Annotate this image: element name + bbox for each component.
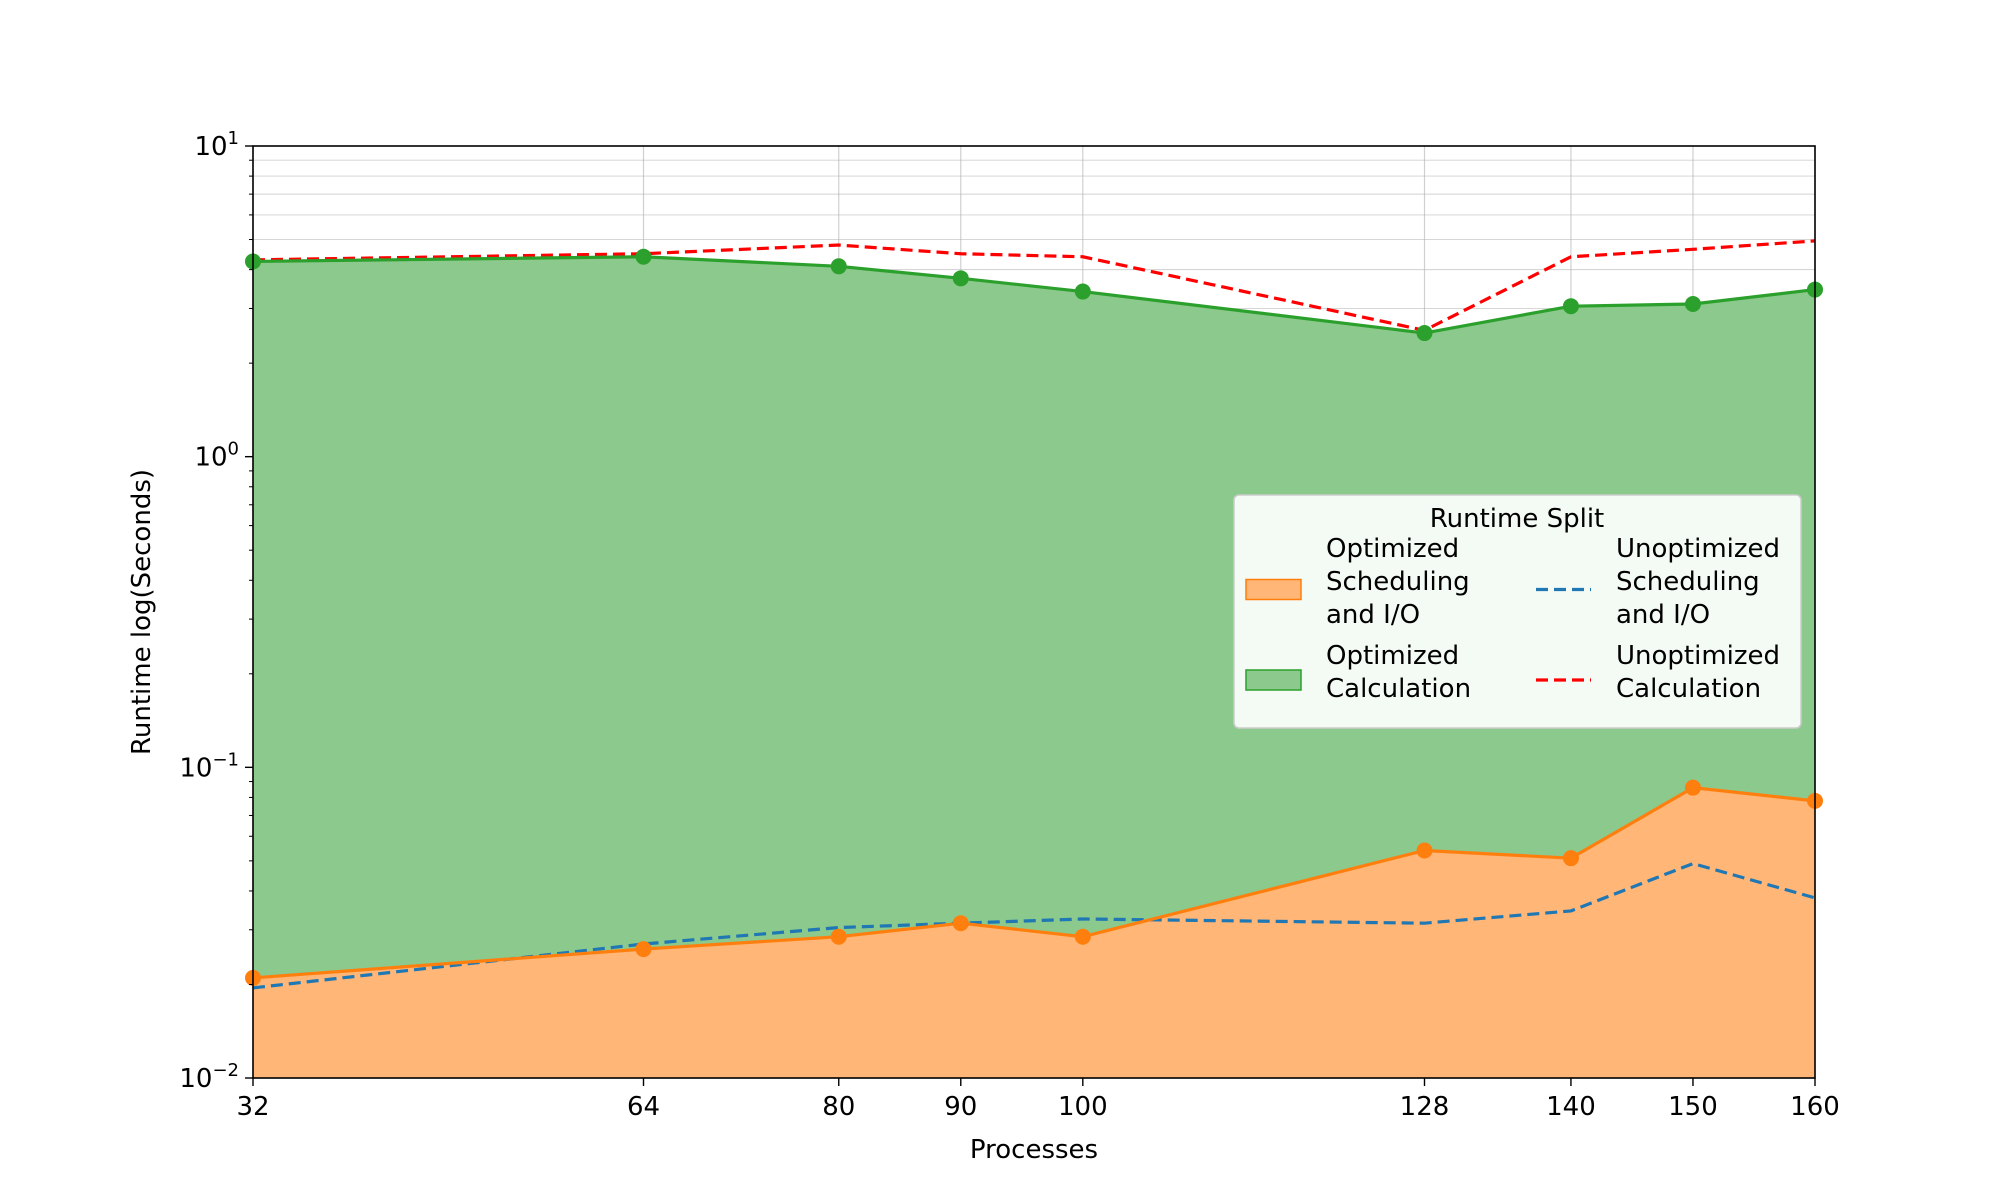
x-tick-label: 100 [1058, 1092, 1108, 1122]
point-optimized-calculation [635, 248, 652, 265]
point-optimized-scheduling-io [830, 928, 847, 945]
series-markers [245, 248, 1823, 986]
legend-swatch [1245, 578, 1302, 601]
y-tick-label: 101 [194, 128, 239, 162]
point-optimized-calculation [1684, 296, 1701, 313]
point-optimized-calculation [1416, 325, 1433, 342]
x-tick-label: 128 [1400, 1092, 1450, 1122]
legend-label-line: Optimized [1326, 641, 1459, 671]
x-tick-label: 150 [1668, 1092, 1718, 1122]
point-optimized-calculation [952, 270, 969, 287]
line-unoptimized-calculation [252, 239, 1816, 333]
series-lines [252, 239, 1816, 990]
area-optimized-calculation [253, 256, 1815, 978]
y-axis-label: Runtime log(Seconds) [127, 469, 157, 755]
legend-swatch [1245, 669, 1302, 691]
x-tick-label: 64 [627, 1092, 660, 1122]
point-optimized-scheduling-io [635, 941, 652, 958]
y-tick-label: 10−1 [179, 749, 239, 783]
y-tick-label: 10−2 [179, 1060, 239, 1094]
point-optimized-scheduling-io [1684, 779, 1701, 796]
point-optimized-calculation [830, 258, 847, 275]
point-optimized-calculation [1562, 298, 1579, 315]
point-optimized-calculation [1074, 283, 1091, 300]
y-tick-label: 100 [194, 439, 239, 473]
legend-label-line: Unoptimized [1616, 641, 1780, 671]
legend-box [1233, 494, 1802, 729]
legend-label-line: and I/O [1616, 600, 1710, 630]
legend-title: Runtime Split [1430, 504, 1605, 534]
x-axis-label: Processes [970, 1135, 1098, 1165]
point-optimized-scheduling-io [1074, 928, 1091, 945]
x-tick-label: 140 [1546, 1092, 1596, 1122]
legend-label-line: Calculation [1326, 674, 1471, 704]
point-optimized-scheduling-io [1416, 842, 1433, 859]
point-optimized-scheduling-io [952, 915, 969, 932]
y-axis-ticks: 10−2 10−1 100 101 [179, 128, 253, 1094]
legend-label-line: Scheduling [1326, 567, 1470, 597]
x-axis-ticks: 32 64 80 90 100 128 140 150 160 [236, 1078, 1840, 1122]
legend-label-line: Calculation [1616, 674, 1761, 704]
legend-label-line: and I/O [1326, 600, 1420, 630]
x-tick-label: 80 [822, 1092, 855, 1122]
line-unoptimized-scheduling-io [252, 861, 1816, 990]
x-tick-label: 90 [944, 1092, 977, 1122]
legend-label-line: Optimized [1326, 534, 1459, 564]
x-tick-label: 32 [236, 1092, 269, 1122]
legend-label-line: Scheduling [1616, 567, 1760, 597]
legend-label-line: Unoptimized [1616, 534, 1780, 564]
x-tick-label: 160 [1790, 1092, 1840, 1122]
point-optimized-scheduling-io [1562, 850, 1579, 867]
plot-frame [252, 145, 1816, 1079]
